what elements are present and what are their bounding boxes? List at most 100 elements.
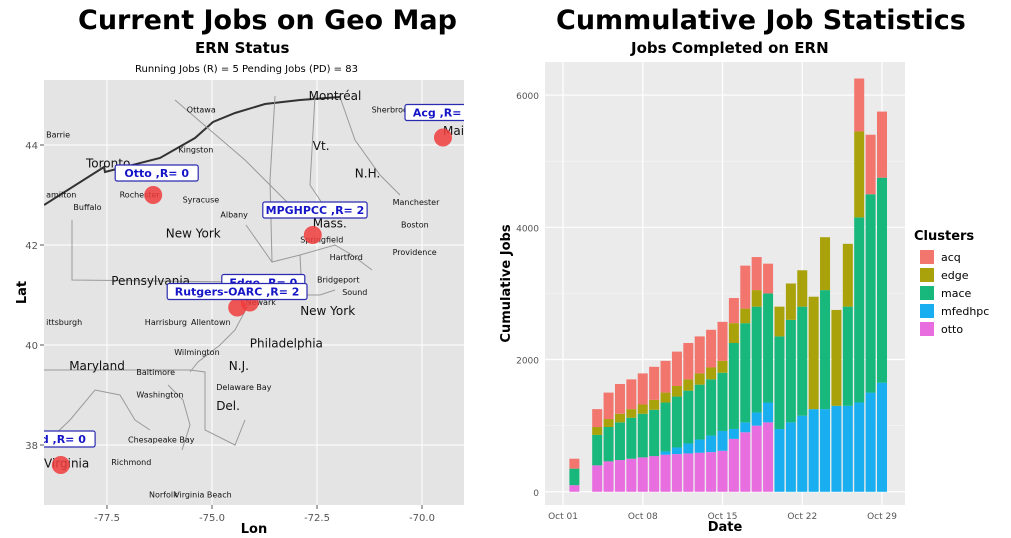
legend-label-mfedhpc: mfedhpc [941, 305, 989, 318]
canada-border-line [44, 96, 341, 206]
y-tick-label: 0 [533, 489, 539, 499]
bar-segment-mfedhpc [854, 402, 865, 492]
site-label-box [114, 164, 199, 182]
x-tick-label: Oct 01 [548, 512, 578, 522]
bar-segment-edge [740, 308, 751, 324]
legend-swatch-otto [920, 322, 934, 336]
bar-segment-edge [831, 309, 842, 406]
y-tick-label: 4000 [516, 224, 539, 234]
bar-segment-edge [694, 373, 705, 385]
place-name: Virginia Beach [174, 491, 232, 500]
bar-segment-mfedhpc [842, 405, 853, 492]
bar-segment-otto [694, 452, 705, 492]
legend-label-edge: edge [941, 269, 969, 282]
bar-segment-edge [854, 131, 865, 218]
bar-segment-mfedhpc [728, 428, 739, 439]
bar-segment-mfedhpc [706, 435, 717, 453]
place-name: Syracuse [183, 196, 220, 205]
place-name: Ottawa [187, 106, 216, 115]
place-name: Norfolk [149, 491, 178, 500]
site-label-box [262, 201, 368, 219]
bar-segment-mfedhpc [865, 392, 876, 492]
bar-segment-mfedhpc [831, 405, 842, 492]
bar-segment-edge [626, 409, 637, 418]
bar-segment-edge [592, 426, 603, 435]
place-name: New York [300, 304, 355, 318]
site-label: Rutgers-OARC ,R= 2 [175, 286, 300, 299]
place-name: Albany [220, 211, 248, 220]
bar-segment-mace [694, 384, 705, 440]
delaware-river-line [189, 297, 253, 373]
bar-segment-acq [637, 373, 648, 405]
bar-segment-mfedhpc [774, 428, 785, 492]
legend-label-mace: mace [941, 287, 972, 300]
site-marker [144, 186, 163, 204]
bar-segment-mace [637, 413, 648, 458]
x-tick-label: Oct 08 [628, 512, 658, 522]
bar-segment-mace [671, 396, 682, 448]
legend-swatch-edge [920, 268, 934, 282]
site-label: Acg ,R= 1 [413, 107, 470, 120]
x-tick-label: Oct 22 [787, 512, 817, 522]
map-x-axis-label: Lon [241, 522, 267, 537]
bar-segment-otto [728, 438, 739, 492]
bar-segment-mace [785, 319, 796, 423]
site-label: MPGHPCC ,R= 2 [266, 204, 365, 217]
bar-segment-acq [626, 379, 637, 410]
legend-swatch-mace [920, 286, 934, 300]
bar-segment-edge [683, 379, 694, 391]
bar-segment-mfedhpc [740, 422, 751, 433]
bar-segment-edge [751, 290, 762, 307]
site-marker [434, 128, 452, 147]
bar-segment-edge [660, 392, 671, 403]
bar-segment-edge [603, 419, 614, 427]
bar-segment-mfedhpc [877, 382, 887, 492]
place-name: Buffalo [73, 203, 101, 212]
bar-segment-otto [614, 460, 625, 492]
place-name: Newark [246, 298, 277, 307]
chart-x-axis-label: Date [708, 520, 743, 535]
bar-segment-mace [592, 434, 603, 466]
bar-segment-acq [740, 265, 751, 309]
bar-segment-acq [671, 351, 682, 386]
stacked-bar-chart: 0 2000 4000 6000 Oct 01 Oct 08 Oct 15 Oct 22 Oct… [499, 62, 989, 535]
bar-segment-mace [797, 306, 808, 416]
bar-segment-mace [877, 177, 887, 383]
bar-segment-mace [683, 390, 694, 444]
place-name: Washington [136, 391, 183, 400]
map-y-tick-label: 38 [25, 441, 38, 452]
bar-segment-otto [592, 465, 603, 492]
bar-segment-otto [671, 454, 682, 492]
virginia-border-line [44, 389, 151, 446]
map-y-tick-label: 44 [25, 141, 38, 152]
place-name: Bridgeport [317, 276, 359, 285]
bar-segment-edge [785, 283, 796, 320]
legend-title: Clusters [914, 229, 974, 244]
site-label: G-Cloud ,R= 0 [0, 433, 86, 446]
bar-segment-edge [637, 404, 648, 414]
bar-segment-mfedhpc [717, 430, 728, 451]
bar-segment-acq [877, 111, 887, 178]
place-name: Sherbrooke [372, 106, 418, 115]
bar-segment-mace [649, 409, 660, 457]
bar-segment-otto [626, 458, 637, 492]
map-layer: MontréalOttawaSherbrookeMaineBarrieKings… [0, 80, 470, 505]
x-tick-label: Oct 29 [867, 512, 897, 522]
site-label-box [44, 430, 96, 448]
bar-segment-edge [808, 296, 819, 410]
place-name: Barrie [46, 131, 70, 140]
site-label: Otto ,R= 0 [124, 167, 189, 180]
bar-segment-acq [614, 384, 625, 414]
place-name: N.H. [355, 167, 380, 181]
bar-segment-acq [683, 343, 694, 380]
bar-segment-mace [717, 372, 728, 431]
bar-segment-edge [842, 243, 853, 307]
chart-panel-title: Cummulative Job Statistics [556, 5, 966, 36]
place-name: Manchester [393, 198, 440, 207]
place-name: ittsburgh [46, 318, 82, 327]
bar-segment-acq [728, 298, 739, 324]
bar-segment-mfedhpc [694, 439, 705, 453]
bar-segment-acq [649, 366, 660, 400]
bar-segment-otto [637, 457, 648, 492]
bar-segment-mace [820, 290, 831, 410]
